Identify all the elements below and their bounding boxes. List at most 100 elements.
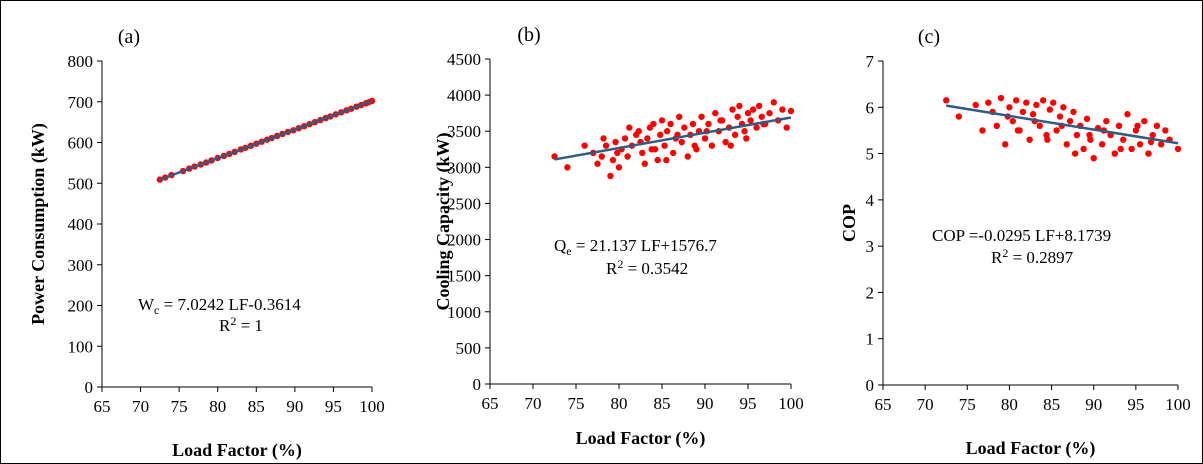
data-point [1080, 145, 1087, 153]
data-point [681, 124, 688, 131]
data-point [701, 135, 709, 142]
data-point [1162, 127, 1169, 134]
data-point [657, 131, 664, 139]
data-point [644, 135, 651, 142]
trendline [554, 116, 792, 161]
x-tick-label: 70 [132, 397, 149, 416]
x-tick-label: 75 [568, 394, 585, 413]
data-point [1157, 141, 1165, 148]
data-point [684, 153, 691, 160]
data-point [698, 113, 705, 120]
y-tick-label: 100 [68, 337, 94, 356]
panel-label: (a) [118, 26, 140, 48]
data-point [979, 127, 986, 134]
y-tick-label: 1 [866, 330, 875, 349]
x-tick-label: 85 [654, 394, 671, 413]
trendline [159, 99, 373, 181]
data-point [722, 138, 729, 146]
y-tick-label: 2 [866, 283, 875, 302]
data-point [712, 109, 719, 117]
x-tick-label: 90 [697, 394, 714, 413]
data-point [1063, 141, 1070, 148]
data-point [614, 149, 621, 157]
data-point [564, 164, 571, 171]
data-point [708, 142, 716, 149]
data-point [1071, 150, 1079, 157]
x-tick-label: 85 [1043, 395, 1060, 414]
regression-equation: Wc = 7.0242 LF-0.3614 [138, 295, 301, 317]
data-point [1090, 155, 1097, 162]
y-tick-label: 4 [866, 191, 875, 210]
data-point [1066, 117, 1074, 125]
y-tick-label: 7 [866, 52, 875, 71]
data-point [661, 142, 668, 149]
y-tick-label: 400 [68, 215, 94, 234]
data-point [779, 106, 786, 113]
data-point [663, 128, 671, 135]
data-point [648, 146, 655, 153]
y-tick-label: 2500 [447, 194, 481, 213]
x-tick-label: 75 [959, 395, 976, 414]
x-tick-label: 100 [1165, 395, 1191, 414]
data-point [1120, 136, 1127, 143]
data-point [1033, 101, 1040, 109]
data-point [609, 156, 617, 164]
data-point [729, 106, 736, 113]
data-point [731, 131, 739, 139]
data-point [1026, 136, 1033, 143]
data-point [770, 99, 777, 106]
data-point [1029, 111, 1037, 118]
data-point [667, 120, 674, 128]
x-tick-label: 80 [611, 394, 628, 413]
y-tick-label: 3000 [447, 158, 481, 177]
data-point [758, 113, 765, 120]
x-tick-label: 65 [875, 395, 892, 414]
data-point [1044, 136, 1051, 143]
data-point [650, 120, 657, 128]
data-point [997, 94, 1005, 102]
data-point [635, 128, 642, 135]
y-tick-label: 600 [68, 134, 94, 153]
data-point [598, 153, 605, 160]
data-point [1039, 97, 1047, 104]
data-point [705, 120, 712, 128]
data-point [744, 109, 752, 117]
x-axis-title: Load Factor (%) [966, 438, 1096, 459]
data-point [1073, 131, 1081, 139]
data-point [1147, 138, 1155, 146]
data-point [985, 99, 992, 106]
y-tick-label: 5 [866, 145, 875, 164]
y-tick-label: 0 [85, 378, 94, 397]
data-point [749, 106, 757, 113]
data-point [1060, 104, 1067, 111]
data-point [1006, 104, 1013, 111]
x-tick-label: 70 [917, 395, 934, 414]
x-tick-label: 95 [325, 397, 342, 416]
data-point [1174, 145, 1182, 153]
regression-equation: Qe = 21.137 LF+1576.7 [554, 236, 717, 258]
data-point [607, 172, 614, 180]
data-point [1153, 122, 1161, 129]
r-squared-label: R2 = 0.2897 [991, 246, 1074, 267]
panel-label: (b) [517, 24, 540, 46]
y-tick-label: 1500 [447, 267, 481, 286]
x-tick-label: 65 [94, 397, 111, 416]
x-tick-label: 95 [1127, 395, 1144, 414]
data-point [676, 113, 683, 120]
data-point [639, 149, 646, 157]
data-point [1136, 141, 1144, 148]
chart-panel-1: 0 100 200 300 400 500 600 700 800 65 70 75 80 85 90 95 1… [28, 26, 385, 461]
y-tick-label: 500 [456, 339, 482, 358]
x-tick-label: 80 [1001, 395, 1018, 414]
data-point [1117, 145, 1124, 153]
data-point [1053, 127, 1060, 134]
data-point [624, 153, 631, 160]
y-axis-title: COP [839, 204, 859, 242]
data-point [1002, 141, 1009, 148]
data-point [734, 113, 741, 120]
y-tick-label: 4500 [447, 50, 481, 69]
data-point [1014, 127, 1022, 134]
data-point [727, 142, 734, 149]
